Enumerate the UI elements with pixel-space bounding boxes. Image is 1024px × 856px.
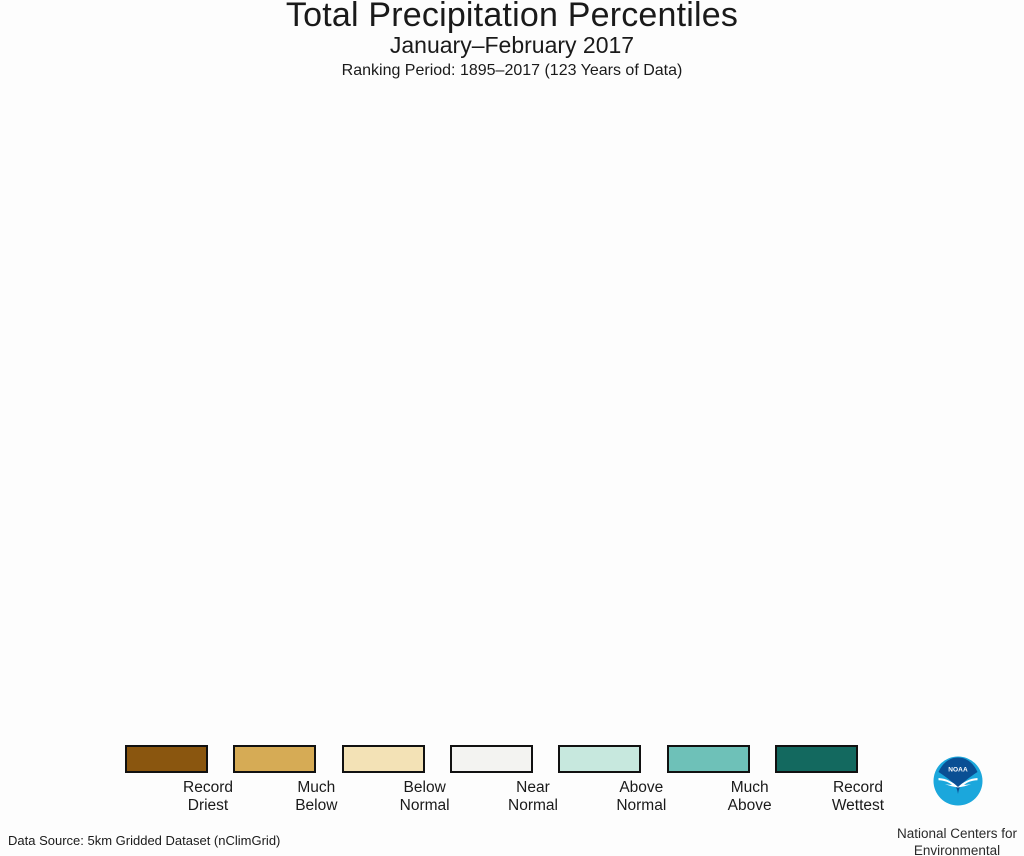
- svg-text:NOAA: NOAA: [948, 767, 968, 774]
